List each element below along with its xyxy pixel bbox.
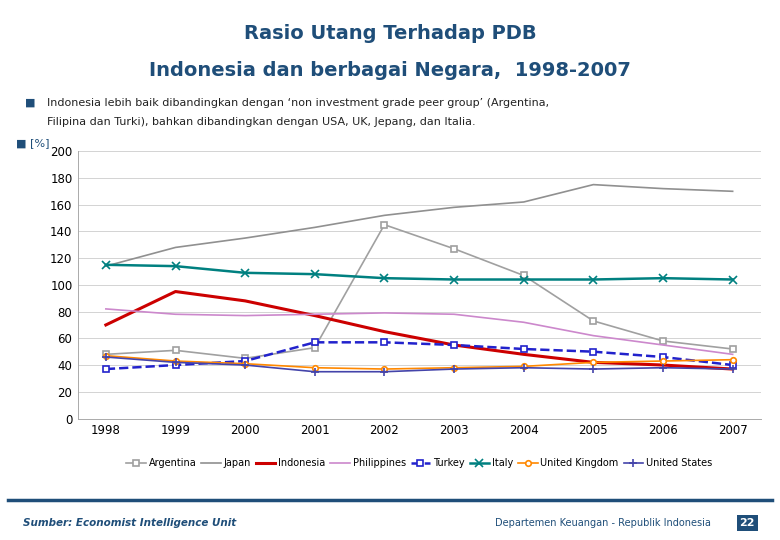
Japan <box>449 204 459 211</box>
Japan <box>101 263 111 269</box>
Indonesia <box>380 328 389 335</box>
Text: Indonesia dan berbagai Negara,  1998-2007: Indonesia dan berbagai Negara, 1998-2007 <box>149 62 631 80</box>
United Kingdom <box>728 356 737 363</box>
United States <box>101 354 111 360</box>
Japan <box>519 199 528 205</box>
Argentina <box>658 338 668 344</box>
Argentina <box>171 347 180 354</box>
Italy <box>240 269 250 276</box>
Turkey <box>449 342 459 348</box>
United Kingdom <box>658 358 668 365</box>
Japan <box>658 185 668 192</box>
Indonesia <box>171 288 180 295</box>
Italy <box>658 275 668 281</box>
Indonesia <box>240 298 250 304</box>
Line: United States: United States <box>101 353 737 376</box>
Text: Indonesia lebih baik dibandingkan dengan ‘non investment grade peer group’ (Arge: Indonesia lebih baik dibandingkan dengan… <box>47 98 549 108</box>
Italy <box>380 275 389 281</box>
Turkey <box>519 346 528 352</box>
Line: United Kingdom: United Kingdom <box>103 353 736 372</box>
Italy <box>728 276 737 283</box>
Japan <box>589 181 598 188</box>
Argentina <box>240 355 250 362</box>
United Kingdom <box>519 363 528 369</box>
Philippines <box>240 312 250 319</box>
Philippines <box>310 311 320 318</box>
Legend: Argentina, Japan, Indonesia, Philippines, Turkey, Italy, United Kingdom, United : Argentina, Japan, Indonesia, Philippines… <box>126 458 712 468</box>
Indonesia <box>728 366 737 372</box>
Text: Rasio Utang Terhadap PDB: Rasio Utang Terhadap PDB <box>243 24 537 43</box>
Argentina <box>310 345 320 351</box>
Japan <box>310 224 320 231</box>
Line: Argentina: Argentina <box>103 222 736 361</box>
Philippines <box>380 309 389 316</box>
Argentina <box>519 272 528 279</box>
Japan <box>728 188 737 194</box>
Indonesia <box>449 342 459 348</box>
Argentina <box>449 246 459 252</box>
Argentina <box>101 351 111 357</box>
Philippines <box>449 311 459 318</box>
Italy <box>589 276 598 283</box>
Turkey <box>380 339 389 346</box>
United Kingdom <box>380 366 389 372</box>
Turkey <box>310 339 320 346</box>
United Kingdom <box>171 358 180 365</box>
Turkey <box>171 362 180 368</box>
United States <box>310 368 320 375</box>
United States <box>449 366 459 372</box>
Text: Departemen Keuangan - Republik Indonesia: Departemen Keuangan - Republik Indonesia <box>495 518 711 528</box>
United States <box>658 364 668 371</box>
Indonesia <box>101 322 111 328</box>
Italy <box>101 261 111 268</box>
Indonesia <box>589 359 598 366</box>
Turkey <box>589 348 598 355</box>
United Kingdom <box>589 359 598 366</box>
United Kingdom <box>101 353 111 359</box>
Philippines <box>519 319 528 326</box>
Argentina <box>380 221 389 228</box>
Philippines <box>171 311 180 318</box>
Italy <box>171 263 180 269</box>
Text: ■ [%]: ■ [%] <box>16 138 49 148</box>
Philippines <box>658 342 668 348</box>
Argentina <box>589 318 598 324</box>
Japan <box>171 244 180 251</box>
United States <box>589 366 598 372</box>
Italy <box>519 276 528 283</box>
Turkey <box>101 366 111 372</box>
Line: Japan: Japan <box>106 185 732 266</box>
Text: Sumber: Economist Intelligence Unit: Sumber: Economist Intelligence Unit <box>23 518 236 528</box>
Argentina <box>728 346 737 352</box>
United States <box>171 359 180 366</box>
Japan <box>240 235 250 241</box>
United Kingdom <box>240 361 250 367</box>
Indonesia <box>310 312 320 319</box>
Italy <box>449 276 459 283</box>
Turkey <box>658 354 668 360</box>
Line: Philippines: Philippines <box>106 309 732 354</box>
United States <box>519 364 528 371</box>
Text: ■: ■ <box>25 98 35 108</box>
United States <box>380 368 389 375</box>
Indonesia <box>658 362 668 368</box>
Line: Italy: Italy <box>101 261 737 284</box>
Turkey <box>240 358 250 365</box>
United States <box>728 366 737 372</box>
Philippines <box>589 333 598 339</box>
Line: Indonesia: Indonesia <box>106 292 732 369</box>
United Kingdom <box>310 364 320 371</box>
Line: Turkey: Turkey <box>103 340 736 372</box>
Italy <box>310 271 320 278</box>
Japan <box>380 212 389 219</box>
United Kingdom <box>449 364 459 371</box>
Philippines <box>101 306 111 312</box>
Turkey <box>728 362 737 368</box>
Text: Filipina dan Turki), bahkan dibandingkan dengan USA, UK, Jepang, dan Italia.: Filipina dan Turki), bahkan dibandingkan… <box>47 117 476 127</box>
United States <box>240 362 250 368</box>
Philippines <box>728 351 737 357</box>
Indonesia <box>519 351 528 357</box>
Text: 22: 22 <box>739 518 755 528</box>
